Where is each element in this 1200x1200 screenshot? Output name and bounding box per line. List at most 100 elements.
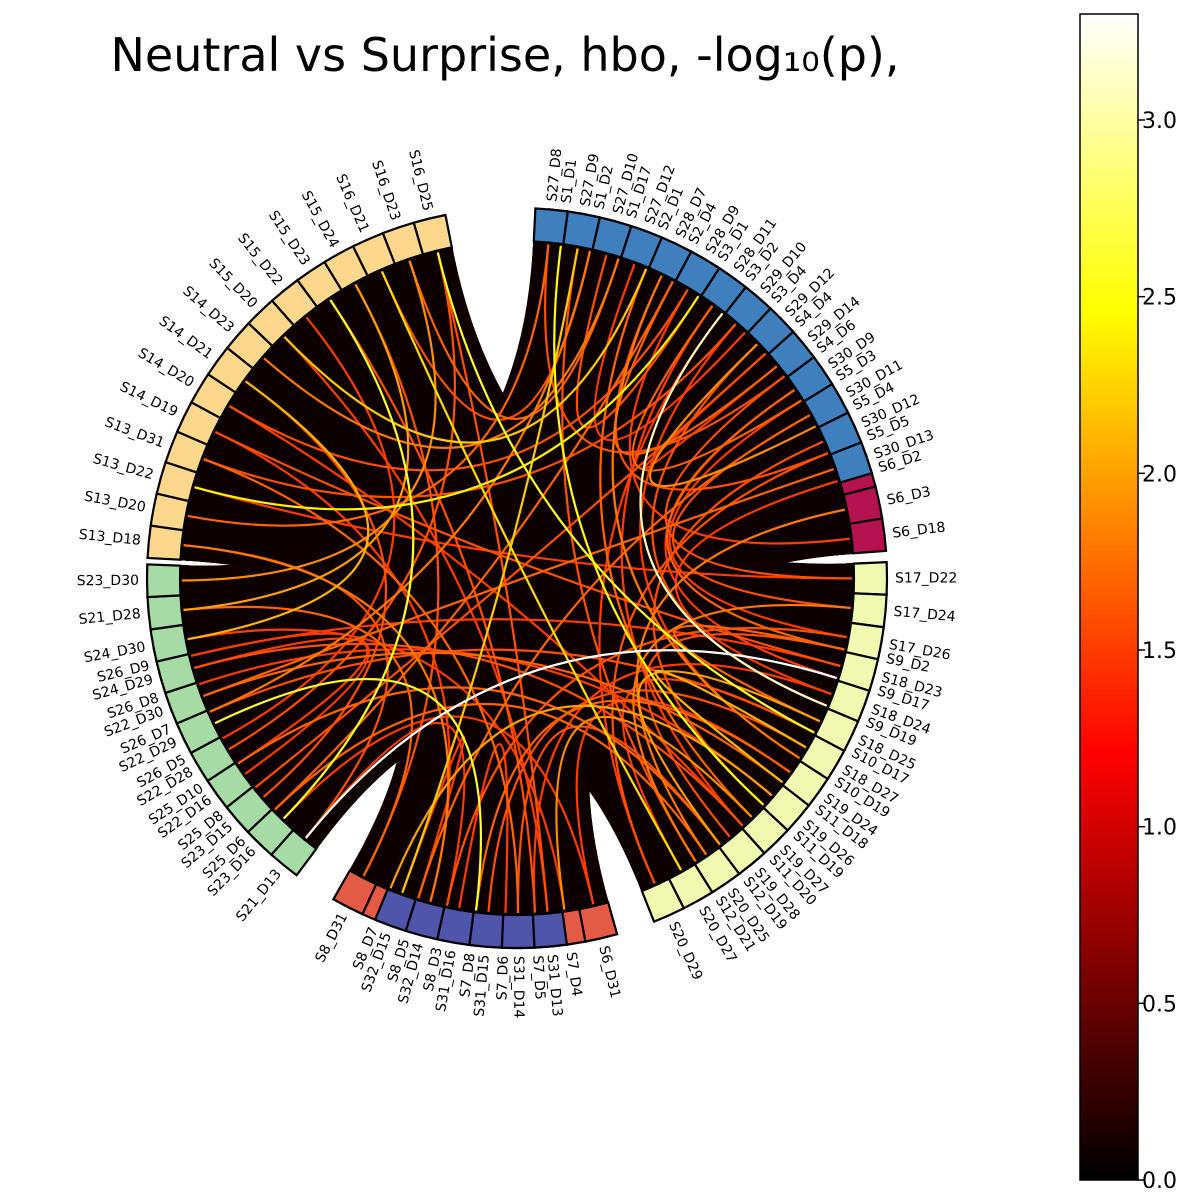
node-label: S17_D24: [893, 604, 957, 626]
node-block: [500, 913, 536, 950]
node-label: S13_D22: [91, 451, 155, 483]
chord-link: [408, 258, 620, 420]
node-label: S16_D23: [368, 158, 403, 222]
chord-link: [183, 283, 410, 612]
chord-link: [649, 343, 817, 488]
link-layer: [182, 244, 853, 914]
node-block: [852, 561, 889, 596]
chord-link: [436, 252, 549, 912]
chart-title: Neutral vs Surprise, hbo, -log₁₀(p),: [110, 28, 900, 82]
node-label: S21_D13: [233, 866, 285, 924]
colorbar: 0.0 0.5 1.0 1.5 2.0 2.5 3.0: [1079, 13, 1177, 1194]
chord-link: [637, 670, 821, 846]
node-label: S13_D31: [102, 414, 166, 451]
colorbar-ticks: 0.0 0.5 1.0 1.5 2.0 2.5 3.0: [1138, 109, 1177, 1194]
chord-link: [282, 715, 595, 905]
node-block: [145, 563, 182, 599]
chord-link: [245, 380, 388, 798]
chord-link: [644, 632, 845, 838]
node-label: S1_D1: [559, 158, 581, 204]
chord-link: [183, 544, 450, 902]
chord-link: [673, 624, 845, 723]
chord-link: [635, 508, 846, 856]
chord-link: [214, 431, 841, 668]
chord-link: [445, 627, 847, 906]
node-label: S7_D8: [457, 952, 478, 998]
node-block: [640, 877, 686, 924]
chord-link: [401, 248, 579, 894]
colorbar-tick-label: 3.0: [1142, 109, 1177, 134]
node-block: [146, 594, 185, 631]
chord-link: [516, 725, 721, 914]
node-label: S15_D24: [298, 188, 342, 250]
chord-link: [187, 380, 370, 641]
chord-link: [632, 604, 851, 862]
node-block: [849, 592, 888, 629]
chord-link: [209, 648, 815, 734]
node-block: [146, 524, 185, 561]
node-block: [468, 910, 505, 949]
chord-link: [329, 299, 537, 913]
chord-link: [555, 715, 753, 910]
node-label: S27_D8: [544, 148, 565, 203]
chord-link: [380, 270, 683, 871]
node-block: [848, 517, 888, 555]
node-label: S15_D23: [265, 208, 313, 269]
node-label: S17_D22: [895, 570, 957, 586]
node-label: S7_D5: [529, 955, 547, 1000]
node-layer: [145, 207, 889, 950]
node-label: S14_D20: [135, 345, 197, 391]
chord-link: [631, 305, 802, 472]
chord-link: [194, 486, 853, 580]
chord-link: [611, 275, 801, 760]
chord-link: [283, 336, 549, 912]
chord-link: [354, 283, 440, 877]
chord-link: [474, 699, 791, 911]
node-label: S20_D29: [665, 919, 705, 982]
chord-link: [666, 389, 845, 651]
ribbon-layer: [179, 240, 855, 916]
node-block: [829, 440, 874, 484]
node-block: [842, 485, 884, 526]
chord-link: [190, 618, 841, 668]
chord-link: [183, 605, 413, 877]
chord-link: [228, 405, 744, 827]
colorbar-tick-label: 0.0: [1142, 1169, 1177, 1194]
chord-link: [182, 260, 437, 582]
colorbar-tick-label: 2.5: [1142, 286, 1177, 311]
chord-link: [187, 628, 566, 910]
node-label: S13_D18: [78, 527, 142, 549]
node-label: S16_D21: [332, 172, 372, 235]
chord-link: [194, 642, 744, 827]
node-block: [412, 213, 454, 256]
chord-link: [620, 305, 744, 827]
chord-link: [458, 743, 509, 913]
chord-link: [194, 637, 369, 765]
chord-link: [228, 252, 456, 751]
chord-link: [436, 252, 815, 734]
colorbar-tick-label: 1.5: [1142, 639, 1177, 664]
chord-link: [187, 244, 550, 527]
node-block: [531, 910, 569, 949]
chord-link: [487, 689, 807, 912]
chord-link: [639, 312, 828, 707]
colorbar-tick-label: 2.0: [1142, 462, 1177, 487]
node-label: S23_D30: [77, 573, 139, 589]
node-label: S8_D31: [313, 910, 352, 965]
chord-link: [282, 299, 415, 820]
node-label: S31_D14: [510, 956, 526, 1018]
chord-diagram: S1_D1 S1_D2 S1_D17 S2_D1S2_D4S3_D1S3_D2S3_D…: [77, 148, 958, 1019]
node-block: [532, 207, 570, 246]
chord-link: [228, 289, 689, 472]
node-label: S6_D31: [595, 944, 623, 1000]
node-block: [373, 887, 418, 933]
node-label: S31_D13: [543, 954, 565, 1017]
node-label: S31_D15: [472, 954, 493, 1017]
chord-link: [553, 245, 765, 806]
node-label: S21_D28: [78, 606, 142, 628]
chord-link: [214, 678, 483, 911]
chord-link: [203, 468, 835, 698]
chord-link: [203, 651, 784, 784]
chord-link: [194, 295, 700, 511]
chord-link: [668, 399, 847, 639]
